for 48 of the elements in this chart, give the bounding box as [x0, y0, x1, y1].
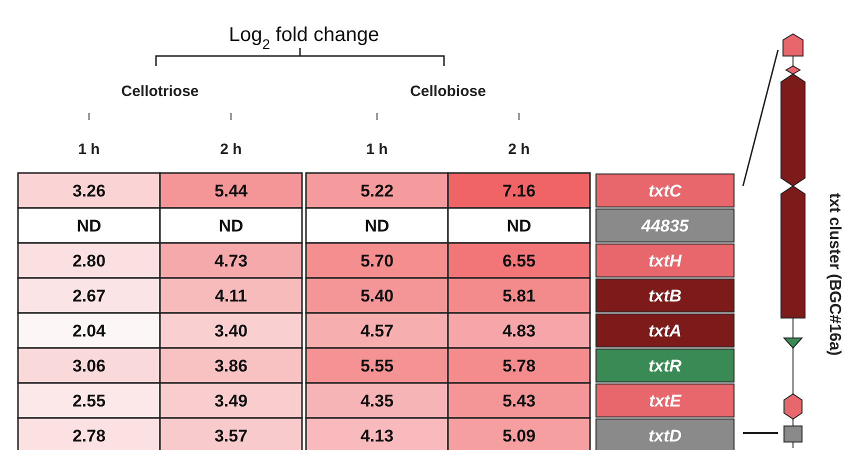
- y-tick-label: txtH: [648, 252, 682, 270]
- data-label: 3.49: [214, 392, 248, 410]
- data-label: 3.06: [72, 356, 106, 376]
- data-label: 5.44: [214, 182, 248, 200]
- data-label: 2.67: [72, 286, 106, 306]
- y-tick-label: txtC: [648, 182, 682, 200]
- text: ND: [218, 216, 244, 236]
- data-label: 4.13: [360, 426, 394, 446]
- data-label: 4.57: [360, 322, 394, 340]
- text: Cellotriose: [121, 83, 199, 100]
- data-label: 3.26: [72, 182, 106, 200]
- data-label: 4.35: [360, 392, 394, 410]
- data-label: 4.11: [214, 286, 248, 306]
- data-label: 5.09: [502, 426, 536, 446]
- text: ND: [364, 216, 390, 236]
- data-label: 2.04: [72, 322, 106, 340]
- data-label: 2.80: [72, 252, 106, 270]
- data-label: 3.57: [214, 426, 248, 446]
- x-tick-label: 1 h: [78, 141, 100, 158]
- data-label: 3.86: [214, 356, 248, 376]
- data-label: 5.70: [360, 252, 394, 270]
- text: txt cluster (BGC#16a): [826, 193, 843, 356]
- data-label: 2.55: [72, 392, 106, 410]
- x-tick-label: 1 h: [366, 141, 388, 158]
- data-label: 5.43: [502, 392, 536, 410]
- text: Cellobiose: [410, 83, 486, 100]
- data-label: 6.55: [502, 252, 536, 270]
- data-label: 4.83: [502, 322, 536, 340]
- data-label: 7.16: [502, 182, 536, 200]
- data-label: 4.73: [214, 252, 248, 270]
- data-label: 2.78: [72, 426, 106, 446]
- data-label: 5.81: [502, 286, 536, 306]
- text: ND: [76, 216, 102, 236]
- data-label: 5.55: [360, 356, 394, 376]
- chart-title: Log$_{2}$ fold change: [228, 24, 380, 52]
- y-tick-label: txtB: [648, 286, 682, 306]
- y-tick-label: txtE: [648, 392, 682, 410]
- y-tick-label: txtR: [648, 356, 682, 376]
- data-label: 3.40: [214, 322, 248, 340]
- y-tick-label: 44835: [640, 216, 690, 236]
- data-label: 5.40: [360, 286, 394, 306]
- data-label: 5.22: [360, 182, 394, 200]
- x-tick-label: 2 h: [508, 141, 530, 158]
- y-tick-label: txtD: [648, 426, 682, 446]
- x-tick-label: 2 h: [220, 141, 242, 158]
- y-tick-label: txtA: [648, 322, 682, 340]
- text: ND: [506, 216, 532, 236]
- data-label: 5.78: [502, 356, 536, 376]
